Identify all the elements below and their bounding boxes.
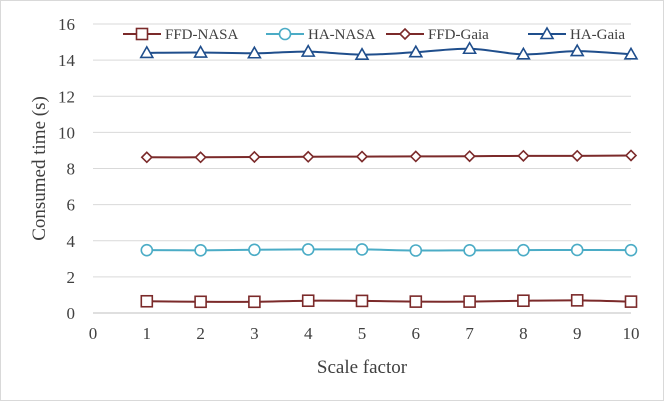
data-point xyxy=(517,294,530,308)
series-line xyxy=(146,154,632,159)
data-point xyxy=(408,44,424,58)
data-point xyxy=(248,295,261,309)
x-tick-label: 9 xyxy=(573,324,582,343)
series-ffd-gaia xyxy=(140,149,638,164)
data-point xyxy=(194,151,207,164)
data-point xyxy=(139,45,155,59)
data-point xyxy=(624,243,638,257)
data-point xyxy=(354,47,370,61)
legend-item: FFD-Gaia xyxy=(386,27,489,43)
y-tick-label: 8 xyxy=(67,160,76,179)
data-point xyxy=(355,243,369,256)
y-axis-title: Consumed time (s) xyxy=(29,96,50,241)
data-point xyxy=(516,46,531,60)
series-line xyxy=(146,299,632,303)
legend-item: HA-Gaia xyxy=(528,26,625,43)
data-point xyxy=(624,295,638,308)
data-point xyxy=(409,150,422,163)
series-line xyxy=(146,47,632,56)
data-point xyxy=(517,149,530,162)
data-point xyxy=(462,41,477,55)
data-point xyxy=(140,243,154,257)
x-tick-label: 8 xyxy=(519,324,528,343)
series-line xyxy=(146,248,632,252)
data-point xyxy=(194,295,207,309)
legend-marker xyxy=(278,27,292,41)
x-tick-label: 4 xyxy=(304,324,313,343)
data-point xyxy=(355,150,369,163)
legend-marker xyxy=(135,27,149,41)
legend-label: FFD-NASA xyxy=(165,27,239,43)
legend-label: FFD-Gaia xyxy=(428,27,489,43)
data-point xyxy=(463,150,476,163)
data-point xyxy=(570,243,584,257)
y-tick-label: 4 xyxy=(67,232,76,251)
x-tick-label: 0 xyxy=(89,324,98,343)
x-tick-label: 10 xyxy=(623,324,640,343)
data-point xyxy=(194,244,207,257)
data-point xyxy=(517,243,530,257)
data-point xyxy=(409,295,423,308)
data-point xyxy=(140,294,154,308)
gridlines xyxy=(93,23,631,278)
y-tick-label: 16 xyxy=(58,15,75,34)
y-tick-label: 0 xyxy=(67,304,76,323)
y-tick-label: 12 xyxy=(58,87,75,106)
x-tick-label: 6 xyxy=(412,324,421,343)
y-axis-ticks: 0 2 4 6 8 10 12 14 16 xyxy=(58,15,76,323)
data-point xyxy=(140,151,153,164)
data-point xyxy=(248,243,261,257)
legend-label: HA-Gaia xyxy=(570,27,625,43)
legend-marker xyxy=(539,26,555,40)
data-point xyxy=(571,149,584,162)
data-point xyxy=(247,45,262,59)
data-point xyxy=(623,46,639,60)
y-tick-label: 2 xyxy=(67,268,76,287)
data-point xyxy=(248,150,261,164)
legend-label: HA-NASA xyxy=(308,27,376,43)
legend-item: FFD-NASA xyxy=(123,27,239,43)
series-ffd-nasa xyxy=(140,294,638,309)
data-point xyxy=(409,244,423,257)
series-ha-nasa xyxy=(140,243,638,257)
x-axis-ticks: 0 1 2 3 4 5 6 7 8 9 10 xyxy=(89,324,640,343)
legend-marker xyxy=(398,27,412,41)
y-tick-label: 6 xyxy=(67,196,76,215)
x-tick-label: 2 xyxy=(196,324,205,343)
data-point xyxy=(624,149,638,162)
x-tick-label: 3 xyxy=(250,324,259,343)
data-point xyxy=(193,44,208,58)
data-point xyxy=(301,243,315,256)
legend-item: HA-NASA xyxy=(266,27,376,43)
x-axis-title: Scale factor xyxy=(317,357,408,378)
y-tick-label: 14 xyxy=(58,51,76,70)
x-tick-label: 7 xyxy=(465,324,474,343)
data-point xyxy=(569,43,585,57)
x-tick-label: 5 xyxy=(358,324,367,343)
data-point xyxy=(300,44,316,57)
series-layer xyxy=(139,41,639,309)
data-point xyxy=(463,244,476,257)
data-point xyxy=(463,295,476,308)
x-tick-label: 1 xyxy=(143,324,152,343)
data-point xyxy=(355,294,369,308)
series-ha-gaia xyxy=(139,41,639,61)
data-point xyxy=(301,294,315,308)
data-point xyxy=(302,150,315,163)
data-point xyxy=(570,294,584,307)
legend: FFD-NASA HA-NASA FFD-Gaia HA-Gaia xyxy=(123,26,625,43)
y-tick-label: 10 xyxy=(58,123,75,142)
